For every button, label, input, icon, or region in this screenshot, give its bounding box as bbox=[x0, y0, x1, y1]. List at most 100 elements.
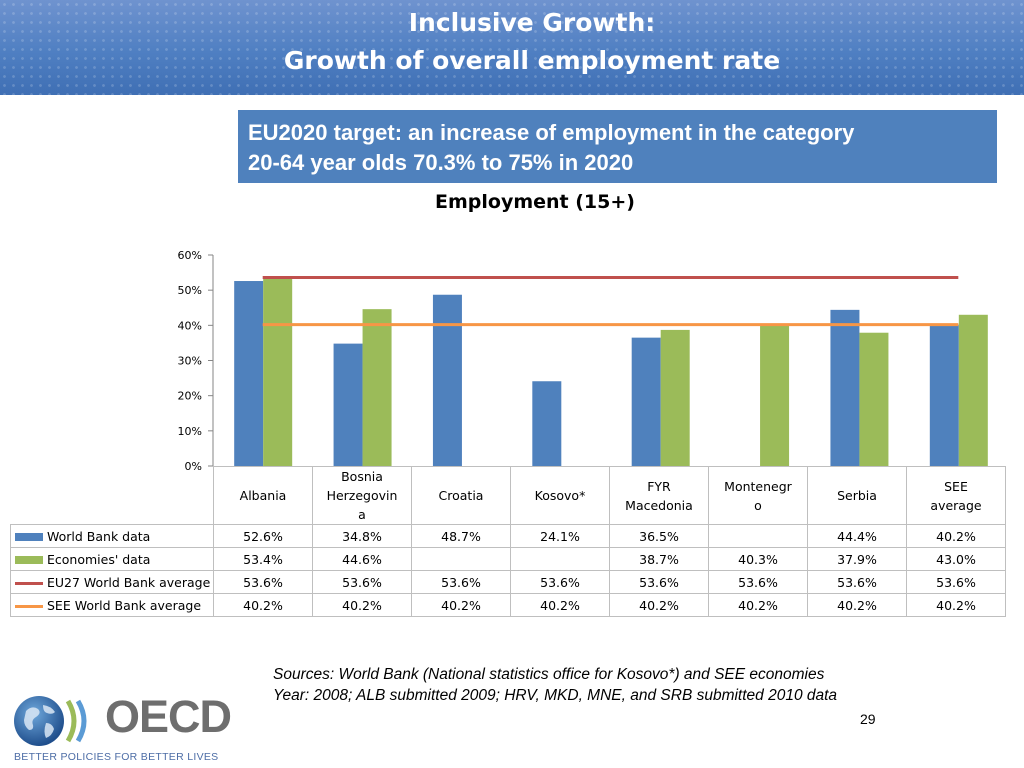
category-label-line: a bbox=[358, 507, 366, 522]
category-label-line: o bbox=[754, 497, 762, 513]
category-label-line: Serbia bbox=[837, 488, 877, 503]
category-label-line: Herzegovin bbox=[326, 488, 398, 503]
oecd-logo: OECD BETTER POLICIES FOR BETTER LIVES bbox=[12, 691, 242, 768]
legend-entry: EU27 World Bank average bbox=[10, 570, 214, 594]
category-label: Croatia bbox=[411, 466, 511, 525]
y-tick-label: 60% bbox=[178, 249, 202, 262]
data-label: 36.5% bbox=[609, 524, 709, 548]
data-label: 34.8% bbox=[312, 524, 412, 548]
category-label: Serbia bbox=[807, 466, 907, 525]
category-label: Bosnia Herzegovin a bbox=[312, 466, 412, 525]
y-tick-label: 20% bbox=[178, 390, 202, 403]
page-number: 29 bbox=[860, 711, 876, 727]
data-label: 52.6% bbox=[213, 524, 313, 548]
y-tick-label: 40% bbox=[178, 319, 202, 332]
data-label: 53.6% bbox=[609, 570, 709, 594]
category-label-line: Croatia bbox=[438, 488, 484, 503]
data-label: 53.4% bbox=[213, 547, 313, 571]
bar bbox=[958, 314, 988, 466]
target-line-1: EU2020 target: an increase of employment… bbox=[248, 120, 855, 145]
legend-key bbox=[15, 581, 43, 585]
data-label: 40.3% bbox=[708, 547, 808, 571]
oecd-tagline: BETTER POLICIES FOR BETTER LIVES bbox=[14, 751, 219, 763]
header-pattern bbox=[0, 0, 1024, 95]
year-line: Year: 2008; ALB submitted 2009; HRV, MKD… bbox=[273, 687, 838, 704]
category-label-line: Kosovo* bbox=[534, 488, 586, 503]
data-label bbox=[708, 524, 808, 548]
category-label-line: Macedonia bbox=[625, 497, 693, 513]
data-label: 53.6% bbox=[312, 570, 412, 594]
category-label-line: Montenegr bbox=[724, 478, 792, 494]
category-label-line: Bosnia bbox=[341, 469, 383, 484]
category-label: Kosovo* bbox=[510, 466, 610, 525]
data-label: 40.2% bbox=[708, 593, 808, 617]
legend-entry: Economies' data bbox=[10, 547, 214, 571]
category-label: Montenegr o bbox=[708, 466, 808, 525]
target-line-2: 20-64 year olds 70.3% to 75% in 2020 bbox=[248, 150, 634, 175]
data-label: 53.6% bbox=[411, 570, 511, 594]
data-label bbox=[510, 547, 610, 571]
table-corner bbox=[10, 466, 214, 525]
data-label: 40.2% bbox=[411, 593, 511, 617]
bar bbox=[660, 329, 690, 466]
table-category-row: Albania Bosnia Herzegovin a Croatia Kosovo* FY… bbox=[10, 466, 1006, 525]
data-label: 40.2% bbox=[906, 524, 1006, 548]
category-label: SEE average bbox=[906, 466, 1006, 525]
chart-data-table: Albania Bosnia Herzegovin a Croatia Kosovo* FY… bbox=[10, 466, 1006, 617]
legend-label: SEE World Bank average bbox=[47, 597, 202, 613]
category-label-line: FYR bbox=[647, 478, 671, 494]
employment-chart: 0%10%20%30%40%50%60% bbox=[178, 249, 988, 473]
category-label-line: SEE bbox=[944, 478, 968, 494]
data-label: 44.4% bbox=[807, 524, 907, 548]
category-label-line: average bbox=[930, 497, 982, 513]
y-tick-label: 10% bbox=[178, 425, 202, 438]
sources-line: Sources: World Bank (National statistics… bbox=[273, 666, 825, 683]
eu2020-target-box: EU2020 target: an increase of employment… bbox=[238, 110, 997, 183]
category-label: FYR Macedonia bbox=[609, 466, 709, 525]
bar bbox=[760, 324, 790, 466]
data-label: 53.6% bbox=[213, 570, 313, 594]
bar bbox=[263, 278, 293, 466]
bar bbox=[362, 309, 392, 466]
legend-label: Economies' data bbox=[47, 551, 151, 567]
y-tick-label: 50% bbox=[178, 284, 202, 297]
bar bbox=[532, 381, 562, 466]
table-row: Economies' data 53.4% 44.6% 38.7% 40.3% 37.9%… bbox=[10, 547, 1006, 571]
legend-key bbox=[15, 556, 43, 564]
bar bbox=[830, 309, 860, 466]
oecd-wordmark: OECD bbox=[105, 691, 232, 742]
legend-label: World Bank data bbox=[47, 528, 151, 544]
data-label: 53.6% bbox=[708, 570, 808, 594]
data-label: 40.2% bbox=[609, 593, 709, 617]
oecd-globe-icon bbox=[14, 696, 87, 746]
data-label: 43.0% bbox=[906, 547, 1006, 571]
data-label: 53.6% bbox=[510, 570, 610, 594]
data-label bbox=[411, 547, 511, 571]
slide-header: Inclusive Growth: Growth of overall empl… bbox=[0, 0, 1024, 95]
bar bbox=[432, 294, 462, 466]
slide-title: Inclusive Growth: Growth of overall empl… bbox=[0, 4, 1024, 80]
data-label: 40.2% bbox=[510, 593, 610, 617]
category-label: Albania bbox=[213, 466, 313, 525]
slide-title-line-1: Inclusive Growth: bbox=[408, 8, 656, 37]
data-label: 24.1% bbox=[510, 524, 610, 548]
legend-entry: SEE World Bank average bbox=[10, 593, 214, 617]
legend-key bbox=[15, 533, 43, 541]
legend-label: EU27 World Bank average bbox=[47, 574, 211, 590]
bar bbox=[859, 332, 889, 466]
data-label: 40.2% bbox=[312, 593, 412, 617]
bar bbox=[631, 337, 661, 466]
table-row: EU27 World Bank average 53.6% 53.6% 53.6% 53… bbox=[10, 570, 1006, 594]
slide-title-line-2: Growth of overall employment rate bbox=[283, 46, 781, 75]
data-label: 53.6% bbox=[906, 570, 1006, 594]
y-tick-label: 30% bbox=[178, 355, 202, 368]
legend-entry: World Bank data bbox=[10, 524, 214, 548]
chart-title: Employment (15+) bbox=[435, 191, 635, 213]
data-label: 37.9% bbox=[807, 547, 907, 571]
table-row: SEE World Bank average 40.2% 40.2% 40.2% 40.… bbox=[10, 593, 1006, 617]
bar bbox=[333, 343, 363, 466]
data-label: 44.6% bbox=[312, 547, 412, 571]
data-label: 40.2% bbox=[213, 593, 313, 617]
data-label: 53.6% bbox=[807, 570, 907, 594]
bar bbox=[929, 324, 959, 466]
